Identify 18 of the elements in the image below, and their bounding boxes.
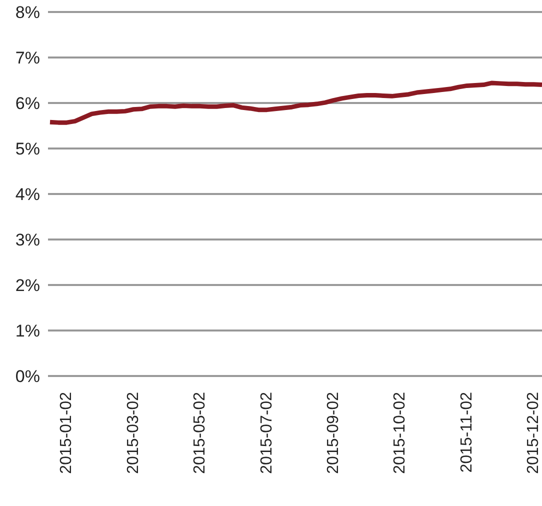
x-tick-label: 2015-11-02 [458, 392, 476, 473]
x-tick-label: 2015-10-02 [392, 392, 409, 474]
x-tick-label: 2015-07-02 [258, 392, 276, 474]
y-tick-label: 7% [15, 48, 40, 68]
x-tick-label: 2015-03-02 [124, 392, 142, 474]
y-tick-label: 6% [15, 94, 40, 114]
y-tick-label: 3% [15, 230, 40, 250]
y-tick-label: 1% [15, 322, 40, 341]
y-tick-label: 0% [15, 367, 40, 386]
y-tick-label: 4% [15, 185, 40, 204]
x-tick-label: 2015-12-02 [525, 392, 542, 474]
y-tick-label: 5% [15, 140, 40, 159]
x-tick-label: 2015-09-02 [325, 392, 342, 474]
x-tick-label: 2015-01-02 [58, 392, 76, 474]
x-tick-label: 2015-05-02 [192, 392, 209, 474]
y-tick-label: 2% [15, 276, 40, 296]
y-tick-label: 8% [15, 3, 40, 22]
line-series [48, 80, 542, 125]
